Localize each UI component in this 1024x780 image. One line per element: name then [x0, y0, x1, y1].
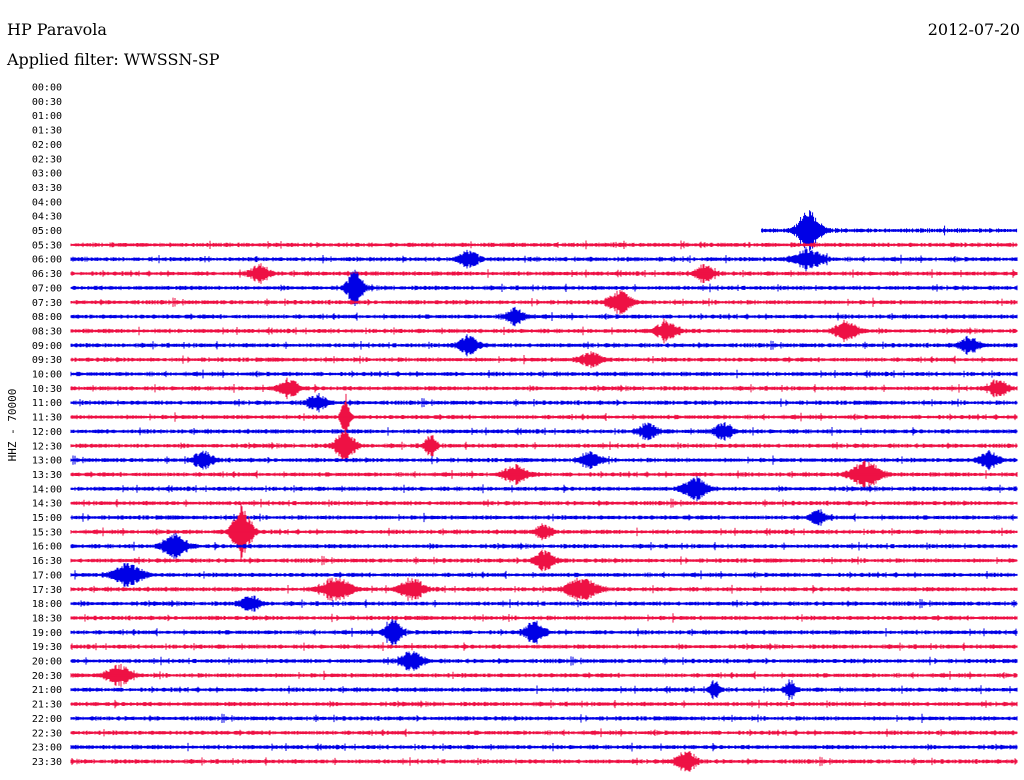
tick-label: 19:30	[32, 642, 62, 653]
filter-label: Applied filter: WWSSN-SP	[7, 50, 220, 69]
tick-label: 13:30	[32, 470, 62, 481]
tick-label: 11:00	[32, 398, 62, 409]
tick-label: 16:00	[32, 542, 62, 553]
seismic-traces	[70, 210, 1018, 772]
tick-label: 10:00	[32, 370, 62, 381]
tick-label: 20:00	[32, 657, 62, 668]
tick-label: 02:00	[32, 140, 62, 151]
tick-label: 02:30	[32, 154, 62, 165]
time-tick-labels: 00:00 00:30 01:00 01:30 02:00 02:30 03:00 03:30…	[32, 83, 62, 768]
tick-label: 18:30	[32, 613, 62, 624]
tick-label: 19:00	[32, 628, 62, 639]
tick-label: 06:30	[32, 269, 62, 280]
tick-label: 22:30	[32, 728, 62, 739]
tick-label: 16:30	[32, 556, 62, 567]
tick-label: 03:00	[32, 169, 62, 180]
tick-label: 21:00	[32, 685, 62, 696]
tick-label: 10:30	[32, 384, 62, 395]
tick-label: 20:30	[32, 671, 62, 682]
tick-label: 11:30	[32, 413, 62, 424]
tick-label: 00:00	[32, 83, 62, 94]
tick-label: 23:00	[32, 743, 62, 754]
tick-label: 05:30	[32, 240, 62, 251]
tick-label: 12:00	[32, 427, 62, 438]
tick-label: 09:30	[32, 355, 62, 366]
tick-label: 18:00	[32, 599, 62, 610]
tick-label: 15:00	[32, 513, 62, 524]
tick-label: 06:00	[32, 255, 62, 266]
tick-label: 05:00	[32, 226, 62, 237]
tick-label: 07:00	[32, 283, 62, 294]
tick-label: 09:00	[32, 341, 62, 352]
tick-label: 21:30	[32, 700, 62, 711]
tick-label: 14:00	[32, 484, 62, 495]
tick-label: 17:30	[32, 585, 62, 596]
tick-label: 07:30	[32, 298, 62, 309]
channel-label: HHZ - 70000	[6, 389, 19, 462]
tick-label: 22:00	[32, 714, 62, 725]
tick-label: 04:00	[32, 197, 62, 208]
tick-label: 23:30	[32, 757, 62, 768]
tick-label: 13:00	[32, 456, 62, 467]
tick-label: 17:00	[32, 570, 62, 581]
tick-label: 15:30	[32, 527, 62, 538]
tick-label: 08:00	[32, 312, 62, 323]
tick-label: 08:30	[32, 326, 62, 337]
tick-label: 14:30	[32, 499, 62, 510]
date-label: 2012-07-20	[927, 20, 1020, 39]
tick-label: 00:30	[32, 97, 62, 108]
tick-label: 03:30	[32, 183, 62, 194]
tick-label: 01:00	[32, 111, 62, 122]
tick-label: 01:30	[32, 126, 62, 137]
tick-label: 04:30	[32, 212, 62, 223]
station-title: HP Paravola	[7, 20, 107, 39]
tick-label: 12:30	[32, 441, 62, 452]
